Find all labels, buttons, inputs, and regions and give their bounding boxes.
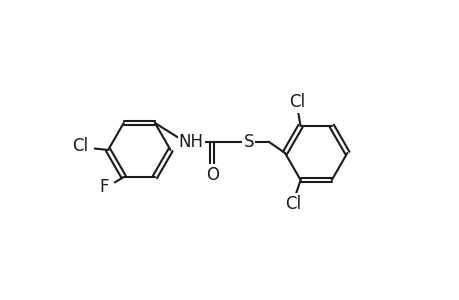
Text: Cl: Cl xyxy=(285,195,301,213)
Text: NH: NH xyxy=(179,133,203,151)
Text: Cl: Cl xyxy=(72,137,88,155)
Text: Cl: Cl xyxy=(289,93,305,111)
Text: F: F xyxy=(99,178,109,196)
Text: O: O xyxy=(205,166,218,184)
Text: S: S xyxy=(243,133,253,151)
